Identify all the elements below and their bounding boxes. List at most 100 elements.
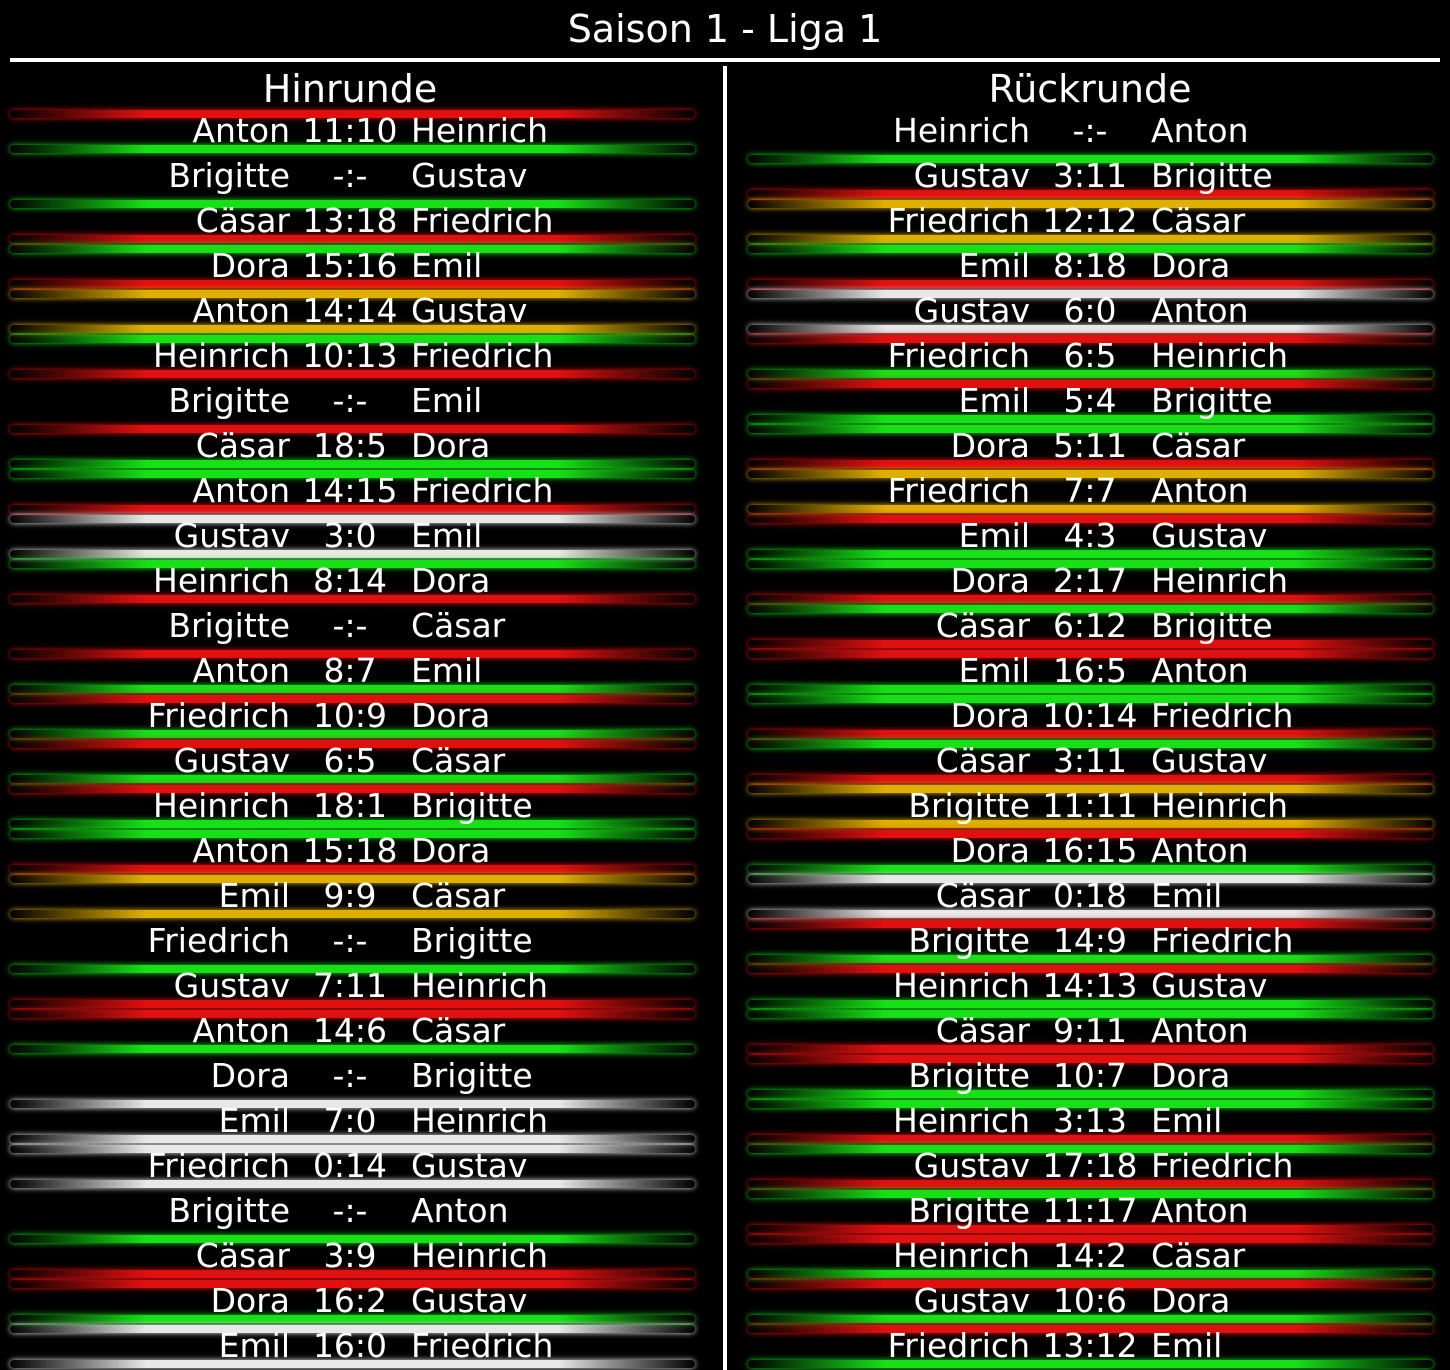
- match-score: 14:13: [1042, 966, 1138, 1005]
- home-result-stripe: [10, 820, 695, 828]
- away-team: Anton: [411, 1191, 509, 1230]
- hinrunde-match-row: Emil 9:9 Cäsar: [0, 873, 1450, 918]
- away-team: Friedrich: [411, 471, 554, 510]
- away-result-stripe: [10, 110, 695, 118]
- away-result-stripe: [748, 1325, 1433, 1333]
- away-result-stripe: [748, 470, 1433, 478]
- away-result-stripe: [748, 920, 1433, 928]
- match-score: 0:18: [1052, 876, 1128, 915]
- home-team: Anton: [192, 111, 290, 150]
- away-team: Cäsar: [1151, 426, 1246, 465]
- hinrunde-match-row: Cäsar 3:9 Heinrich: [0, 1233, 1450, 1278]
- home-team: Cäsar: [195, 426, 290, 465]
- hinrunde-match-row: Emil 7:0 Heinrich: [0, 1098, 1450, 1143]
- match-score: -:-: [1072, 111, 1108, 150]
- home-team: Emil: [218, 1101, 290, 1140]
- home-result-stripe: [10, 550, 695, 558]
- away-team: Heinrich: [1151, 336, 1288, 375]
- away-team: Gustav: [411, 291, 528, 330]
- away-result-stripe: [10, 1280, 695, 1288]
- home-team: Friedrich: [887, 471, 1030, 510]
- away-team: Anton: [1151, 111, 1249, 150]
- hinrunde-match-row: Emil 16:0 Friedrich: [0, 1323, 1450, 1368]
- home-team: Brigitte: [908, 1191, 1030, 1230]
- rueckrunde-match-row: Heinrich 3:13 Emil: [0, 1098, 1450, 1143]
- away-result-stripe: [748, 830, 1433, 838]
- match-score: 14:14: [302, 291, 398, 330]
- match-score: 6:5: [1063, 336, 1117, 375]
- match-score: 9:9: [323, 876, 377, 915]
- away-team: Heinrich: [411, 966, 548, 1005]
- home-result-stripe: [748, 460, 1433, 468]
- column-divider: [723, 66, 727, 1370]
- home-result-stripe: [10, 325, 695, 333]
- match-score: 12:12: [1042, 201, 1138, 240]
- away-team: Gustav: [1151, 741, 1268, 780]
- away-result-stripe: [748, 335, 1433, 343]
- home-result-stripe: [10, 1045, 695, 1053]
- rueckrunde-match-row: Emil 16:5 Anton: [0, 648, 1450, 693]
- away-result-stripe: [748, 740, 1433, 748]
- away-result-stripe: [10, 785, 695, 793]
- away-result-stripe: [748, 785, 1433, 793]
- away-team: Brigitte: [1151, 156, 1273, 195]
- away-team: Cäsar: [411, 876, 506, 915]
- match-score: 15:18: [302, 831, 398, 870]
- rueckrunde-match-row: Friedrich 13:12 Emil: [0, 1323, 1450, 1368]
- away-result-stripe: [10, 650, 695, 658]
- away-team: Friedrich: [411, 201, 554, 240]
- home-result-stripe: [748, 190, 1433, 198]
- home-team: Heinrich: [153, 786, 290, 825]
- match-score: 10:9: [312, 696, 388, 735]
- home-team: Anton: [192, 651, 290, 690]
- home-result-stripe: [748, 505, 1433, 513]
- home-result-stripe: [748, 595, 1433, 603]
- match-score: -:-: [332, 921, 368, 960]
- match-score: 4:3: [1063, 516, 1117, 555]
- rueckrunde-match-row: Dora 2:17 Heinrich: [0, 558, 1450, 603]
- away-result-stripe: [10, 830, 695, 838]
- home-result-stripe: [748, 955, 1433, 963]
- home-team: Emil: [218, 876, 290, 915]
- match-score: 6:0: [1063, 291, 1117, 330]
- home-result-stripe: [10, 730, 695, 738]
- away-result-stripe: [748, 155, 1433, 163]
- home-result-stripe: [10, 1135, 695, 1143]
- away-team: Friedrich: [1151, 921, 1294, 960]
- match-score: 6:12: [1052, 606, 1128, 645]
- away-result-stripe: [10, 1010, 695, 1018]
- home-team: Cäsar: [935, 606, 1030, 645]
- home-team: Heinrich: [893, 1101, 1030, 1140]
- away-team: Anton: [1151, 831, 1249, 870]
- rueckrunde-match-row: Heinrich 14:2 Cäsar: [0, 1233, 1450, 1278]
- home-team: Gustav: [913, 1281, 1030, 1320]
- away-team: Emil: [1151, 1101, 1223, 1140]
- match-score: 16:2: [312, 1281, 388, 1320]
- rueckrunde-match-row: Brigitte 10:7 Dora: [0, 1053, 1450, 1098]
- home-team: Dora: [210, 1281, 290, 1320]
- match-score: -:-: [332, 381, 368, 420]
- home-result-stripe: [10, 685, 695, 693]
- rueckrunde-match-row: Friedrich 12:12 Cäsar: [0, 198, 1450, 243]
- home-team: Friedrich: [147, 1146, 290, 1185]
- home-result-stripe: [748, 1225, 1433, 1233]
- hinrunde-match-row: Anton 15:18 Dora: [0, 828, 1450, 873]
- hinrunde-match-row: Brigitte -:- Cäsar: [0, 603, 1450, 648]
- home-team: Dora: [210, 246, 290, 285]
- home-team: Heinrich: [893, 1236, 1030, 1275]
- hinrunde-match-row: Cäsar 13:18 Friedrich: [0, 198, 1450, 243]
- home-result-stripe: [748, 280, 1433, 288]
- title-divider: [10, 58, 1440, 62]
- home-team: Emil: [958, 246, 1030, 285]
- home-result-stripe: [748, 730, 1433, 738]
- home-result-stripe: [748, 910, 1433, 918]
- away-result-stripe: [10, 695, 695, 703]
- rueckrunde-match-row: Gustav 3:11 Brigitte: [0, 153, 1450, 198]
- away-result-stripe: [748, 1010, 1433, 1018]
- home-team: Heinrich: [153, 561, 290, 600]
- match-score: 8:14: [312, 561, 388, 600]
- home-team: Anton: [192, 1011, 290, 1050]
- away-team: Cäsar: [1151, 201, 1246, 240]
- away-result-stripe: [10, 200, 695, 208]
- away-team: Dora: [411, 561, 491, 600]
